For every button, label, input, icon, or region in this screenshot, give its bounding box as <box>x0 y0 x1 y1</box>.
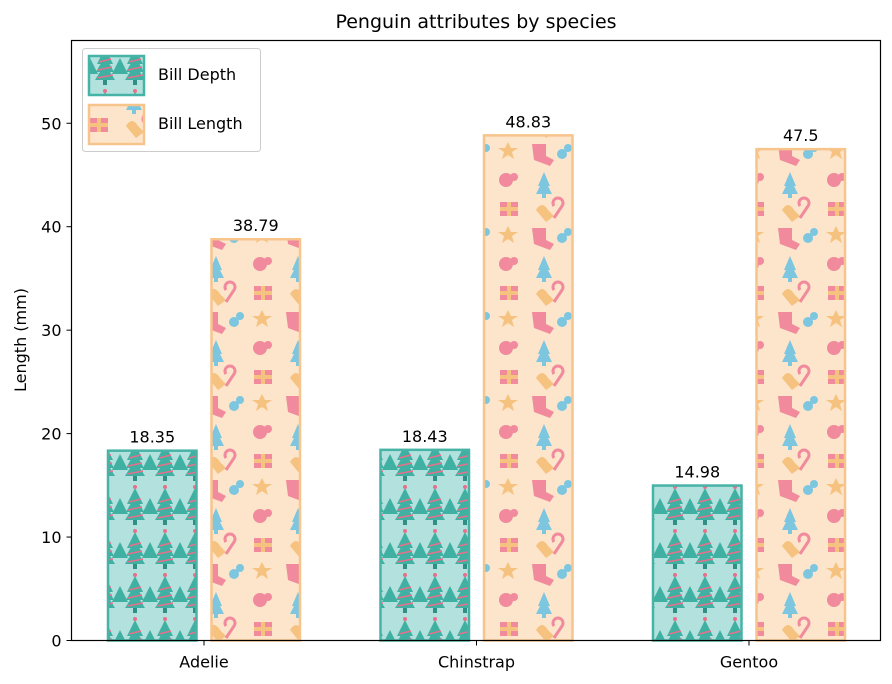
legend-swatch-bill-length <box>87 103 146 146</box>
x-axis-ticks: Adelie Chinstrap Gentoo <box>179 640 778 672</box>
bars-group <box>106 134 847 642</box>
chart-title: Penguin attributes by species <box>335 11 616 33</box>
legend: Bill Depth Bill Length <box>82 48 261 152</box>
bar-bill-depth-gentoo <box>651 484 743 642</box>
value-label-bill-length-chinstrap: 48.83 <box>505 112 551 131</box>
y-tick-label-20: 20 <box>41 425 61 444</box>
value-labels-group: 18.35 38.79 18.43 48.83 14.98 47.5 <box>129 112 818 481</box>
y-tick-label-40: 40 <box>41 218 61 237</box>
x-tick-label-chinstrap: Chinstrap <box>438 653 515 672</box>
value-label-bill-length-adelie: 38.79 <box>233 216 279 235</box>
legend-swatch-bill-depth <box>87 54 146 97</box>
y-tick-label-10: 10 <box>41 528 61 547</box>
x-tick-label-adelie: Adelie <box>179 653 228 672</box>
legend-label-bill-depth: Bill Depth <box>158 65 236 84</box>
bar-bill-length-gentoo <box>755 147 847 642</box>
value-label-bill-length-gentoo: 47.5 <box>783 126 819 145</box>
value-label-bill-depth-gentoo: 14.98 <box>674 463 720 482</box>
y-axis-ticks: 0 10 20 30 40 50 <box>41 114 72 651</box>
y-tick-label-50: 50 <box>41 114 61 133</box>
y-tick-label-0: 0 <box>51 632 61 651</box>
bar-bill-depth-adelie <box>106 449 198 642</box>
x-tick-label-gentoo: Gentoo <box>720 653 778 672</box>
y-tick-label-30: 30 <box>41 321 61 340</box>
y-axis-label: Length (mm) <box>11 288 30 392</box>
legend-label-bill-length: Bill Length <box>158 114 243 133</box>
bar-bill-length-chinstrap <box>482 134 574 642</box>
bar-bill-depth-chinstrap <box>379 448 471 642</box>
value-label-bill-depth-chinstrap: 18.43 <box>402 427 448 446</box>
bar-bill-length-adelie <box>210 237 302 642</box>
value-label-bill-depth-adelie: 18.35 <box>129 428 175 447</box>
